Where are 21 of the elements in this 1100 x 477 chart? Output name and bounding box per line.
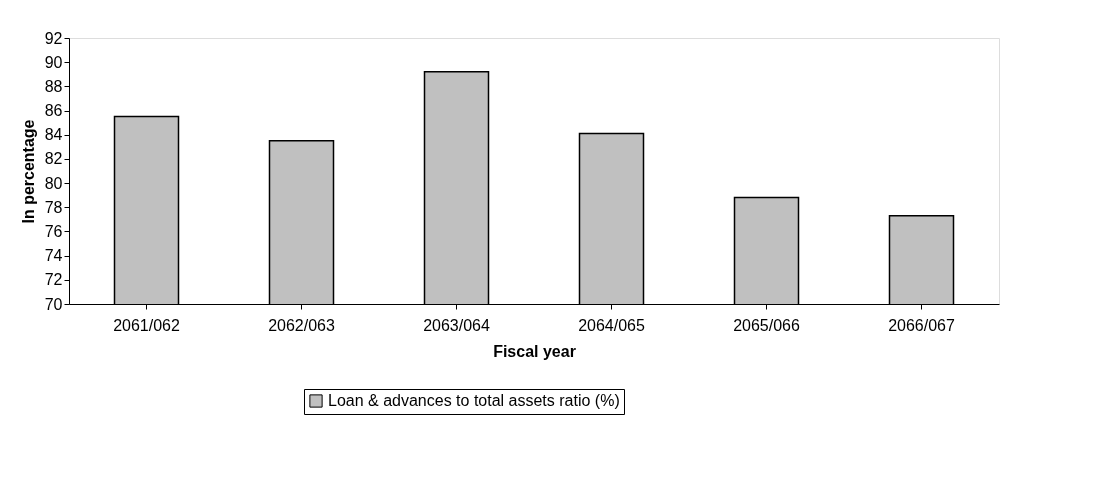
x-tick-label: 2064/065 xyxy=(578,316,645,334)
x-tick-label: 2066/067 xyxy=(888,316,955,334)
x-tick-label: 2062/063 xyxy=(268,316,335,334)
y-tick-label: 82 xyxy=(44,150,63,168)
x-tick-label: 2063/064 xyxy=(423,316,490,334)
y-tick-label: 88 xyxy=(44,77,63,95)
x-tick-label: 2065/066 xyxy=(733,316,800,334)
y-tick-label: 80 xyxy=(44,174,63,192)
legend-label: Loan & advances to total assets ratio (%) xyxy=(328,392,620,409)
y-tick-label: 74 xyxy=(44,247,63,265)
y-axis-title: In percentage xyxy=(19,119,37,224)
y-tick-label: 90 xyxy=(44,53,63,71)
y-tick-label: 92 xyxy=(44,29,63,47)
x-tick-label: 2061/062 xyxy=(113,316,180,334)
y-tick-label: 76 xyxy=(44,222,63,240)
x-axis-title: Fiscal year xyxy=(493,342,576,360)
y-tick-label: 84 xyxy=(44,126,63,144)
y-tick-label: 86 xyxy=(44,102,63,120)
y-tick-label: 70 xyxy=(44,295,63,313)
y-tick-label: 78 xyxy=(44,198,63,216)
y-tick-label: 72 xyxy=(44,271,63,289)
